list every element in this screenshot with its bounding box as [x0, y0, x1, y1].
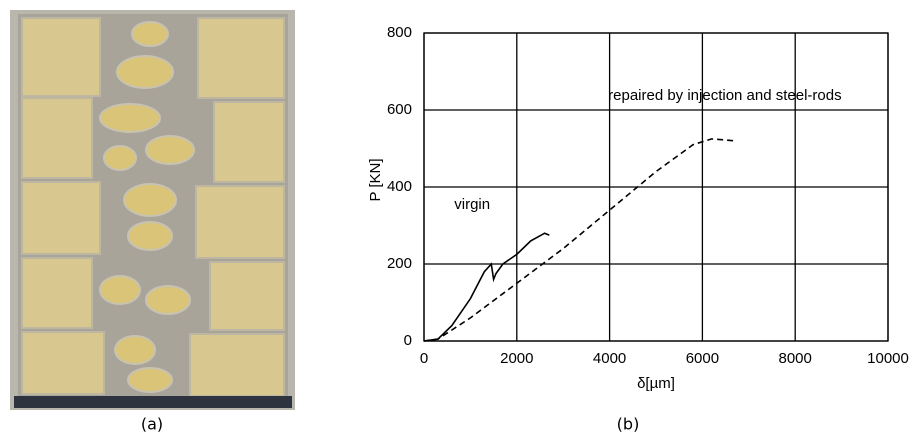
- y-axis-label: P [KN]: [367, 158, 384, 201]
- y-tick-label: 0: [404, 332, 412, 349]
- x-tick-label: 0: [420, 350, 428, 367]
- series-label: virgin: [454, 196, 490, 213]
- line: [423, 232, 550, 342]
- series-label: repaired by injection and steel-rods: [608, 87, 841, 104]
- x-tick-label: 10000: [867, 350, 909, 367]
- x-tick-label: 8000: [779, 350, 812, 367]
- y-tick-label: 600: [387, 101, 412, 118]
- x-axis-label: δ[µm]: [637, 375, 675, 392]
- x-tick-label: 4000: [593, 350, 626, 367]
- caption: (a): [141, 415, 163, 434]
- y-tick-label: 200: [387, 255, 412, 272]
- plot-frame: [423, 32, 889, 342]
- photo: [10, 10, 295, 410]
- x-tick-label: 2000: [500, 350, 533, 367]
- line: [423, 138, 735, 342]
- y-tick-label: 800: [387, 24, 412, 41]
- x-tick-label: 6000: [686, 350, 719, 367]
- y-tick-label: 400: [387, 178, 412, 195]
- caption: (b): [617, 415, 640, 434]
